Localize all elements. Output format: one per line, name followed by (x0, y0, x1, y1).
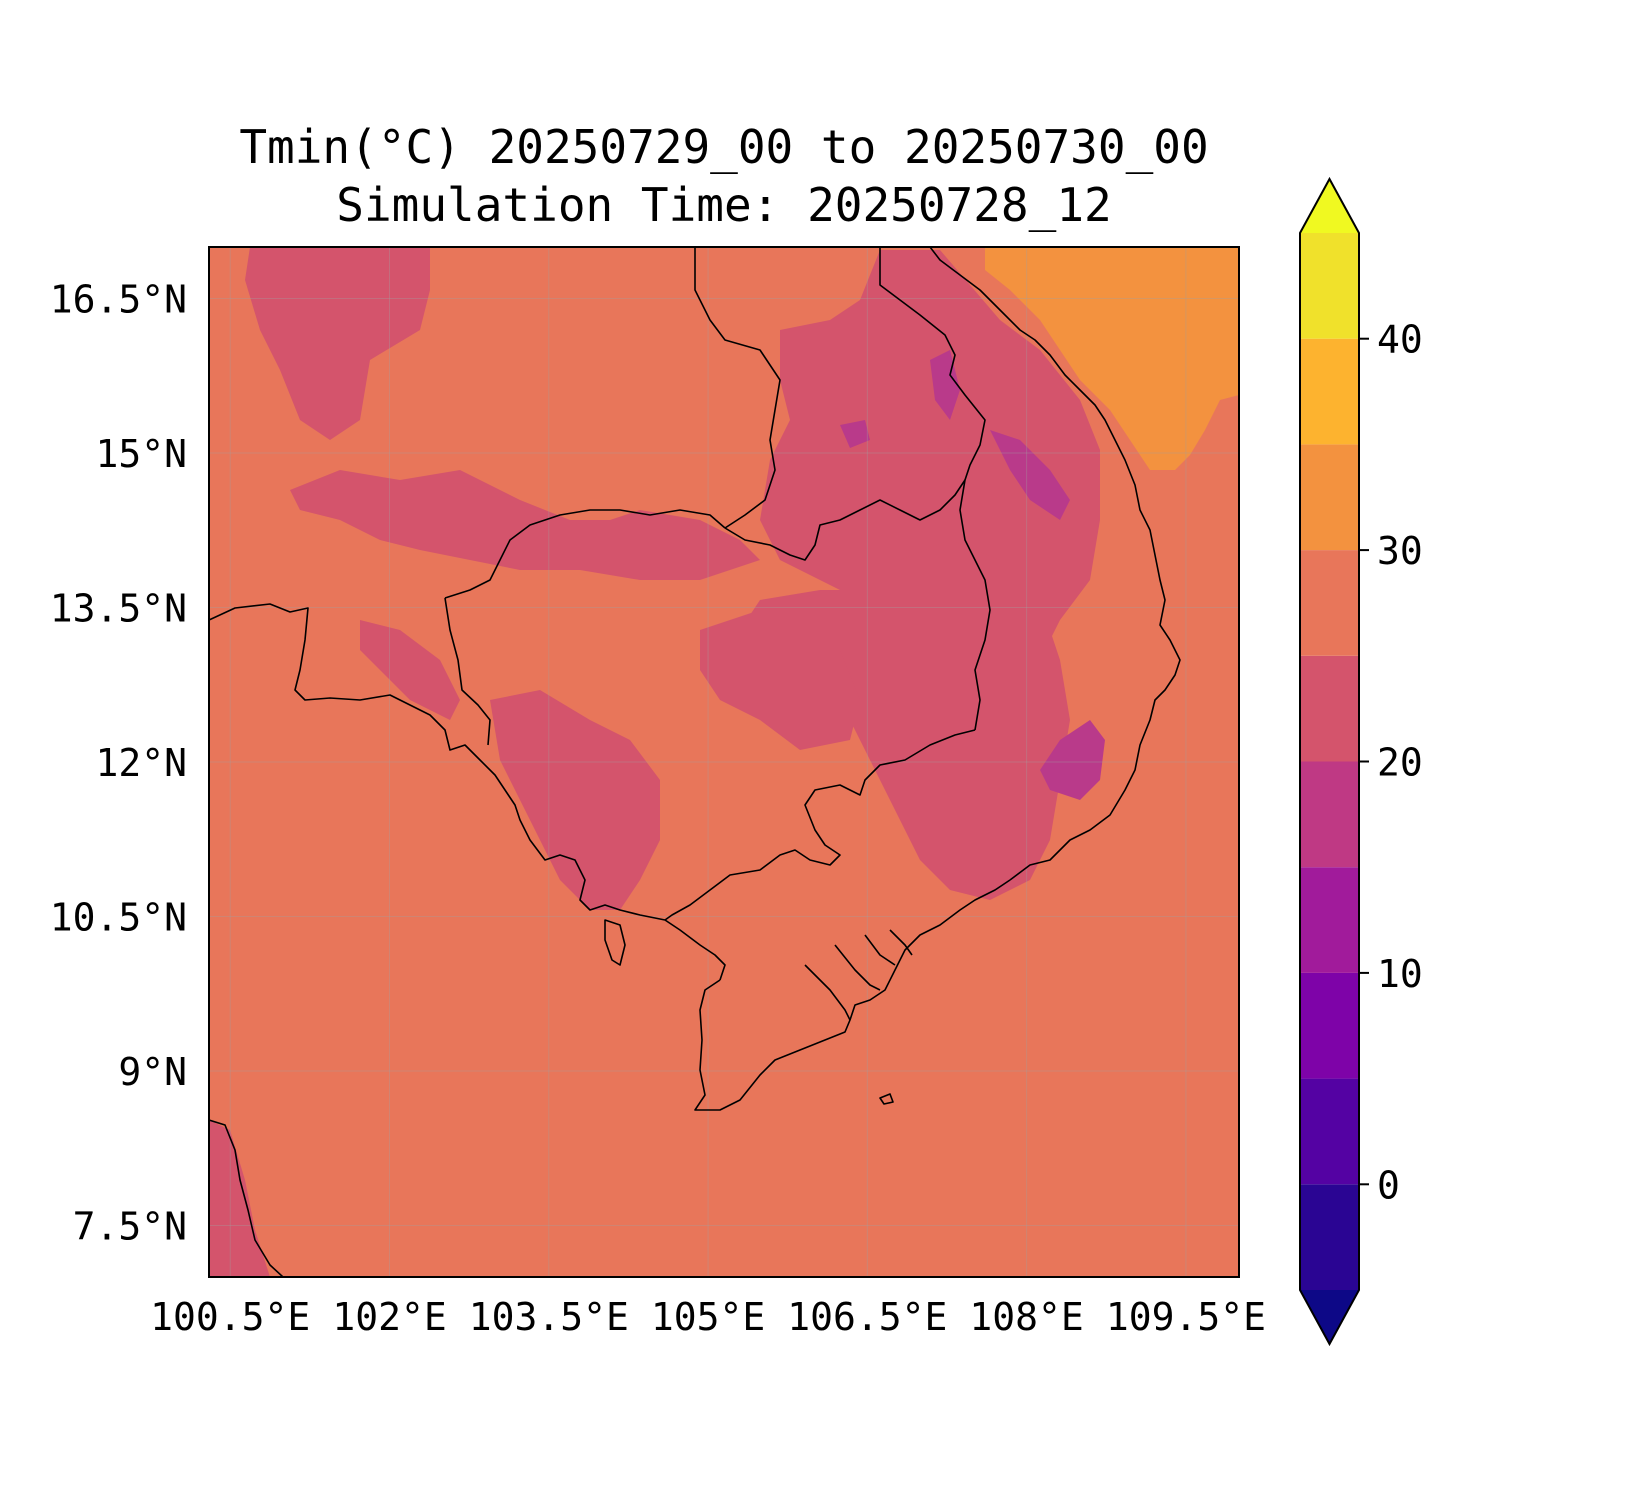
coastline-south-peninsula (209, 1119, 284, 1277)
colorbar-segment (1300, 233, 1359, 339)
coastline-con-dao (879, 1093, 894, 1105)
colorbar-segment (1300, 550, 1359, 656)
colorbar-segment (1300, 338, 1359, 445)
cool-region-cardamom (490, 690, 660, 910)
lon-tick-label: 109.5°E (1106, 1295, 1266, 1339)
map-subtitle: Simulation Time: 20250728_12 (336, 178, 1112, 232)
lon-tick-label: 108°E (969, 1295, 1083, 1339)
lat-tick-label: 12°N (95, 741, 187, 785)
cool-region-central-highlands (740, 540, 1070, 900)
coastline-phu-quoc (604, 919, 626, 966)
lon-tick-label: 100.5°E (150, 1295, 310, 1339)
border-cambodia-vietnam (664, 729, 976, 921)
warm-temperature-region-gulf-of-tonkin (985, 247, 1239, 470)
cool-region-northwest (245, 247, 430, 440)
lon-tick-label: 102°E (332, 1295, 446, 1339)
cool-region-west-coast (360, 620, 460, 720)
map-title: Tmin(°C) 20250729_00 to 20250730_00 (239, 120, 1209, 174)
lat-tick-label: 7.5°N (73, 1205, 187, 1249)
colorbar-segment (1300, 655, 1359, 762)
colorbar-extend-max (1300, 179, 1359, 233)
lon-tick-label: 103.5°E (469, 1295, 629, 1339)
border-thailand-cambodia-west (444, 597, 491, 746)
colorbar-segment (1300, 972, 1359, 1079)
border-laos-vietnam (879, 247, 991, 731)
coolest-pocket-annamite (990, 430, 1070, 520)
lat-tick-label: 10.5°N (50, 896, 187, 940)
coastlines-and-borders (209, 247, 1181, 1277)
colorbar-segment (1300, 444, 1359, 551)
coastline-vietnam-east (929, 247, 1181, 881)
border-laos-cambodia (724, 479, 966, 561)
colorbar-tick-label: 10 (1377, 952, 1423, 996)
lat-tick-label: 16.5°N (50, 278, 187, 322)
colorbar-tick-label: 20 (1377, 741, 1423, 785)
coolest-pocket-dalat (1040, 720, 1105, 800)
latitude-tick-labels: 16.5°N 15°N 13.5°N 12°N 10.5°N 9°N 7.5°N (50, 278, 187, 1249)
lon-tick-label: 105°E (651, 1295, 765, 1339)
coastline-delta-branch-2 (834, 944, 881, 991)
colorbar-segment (1300, 761, 1359, 868)
map-gridlines (209, 247, 1239, 1277)
border-laos-thailand-mekong (694, 247, 781, 529)
colorbar-tick-label: 30 (1377, 529, 1423, 573)
cool-temperature-regions (209, 247, 1100, 1277)
lat-tick-label: 13.5°N (50, 587, 187, 631)
coastline-thailand-gulf (209, 603, 726, 981)
coastline-mekong-delta (694, 879, 1011, 1111)
lat-tick-label: 15°N (95, 432, 187, 476)
coastline-delta-branch-1 (804, 964, 851, 1021)
coolest-temperature-regions (840, 350, 1105, 800)
map-frame (208, 246, 1240, 1278)
colorbar-outline (1299, 176, 1360, 1347)
cool-region-cambodia-northeast (700, 610, 860, 750)
lat-tick-label: 9°N (118, 1050, 187, 1094)
colorbar-tick-label: 0 (1377, 1163, 1400, 1207)
map-panel (209, 247, 1239, 1277)
coastline-delta-branch-4 (889, 929, 913, 956)
colorbar-segment (1300, 867, 1359, 973)
colorbar: 0 10 20 30 40 (1299, 176, 1423, 1347)
longitude-tick-labels: 100.5°E 102°E 103.5°E 105°E 106.5°E 108°E 109.… (150, 1295, 1266, 1339)
coolest-pocket-small (840, 420, 870, 448)
colorbar-tick-label: 40 (1377, 318, 1423, 362)
colorbar-extend-min (1300, 1290, 1359, 1344)
cool-region-north-thailand-band (290, 470, 760, 580)
lon-tick-label: 106.5°E (787, 1295, 947, 1339)
border-thailand-cambodia (444, 509, 726, 599)
colorbar-segment (1300, 1078, 1359, 1185)
colorbar-segment (1300, 1184, 1359, 1290)
coastline-delta-branch-3 (864, 934, 896, 966)
